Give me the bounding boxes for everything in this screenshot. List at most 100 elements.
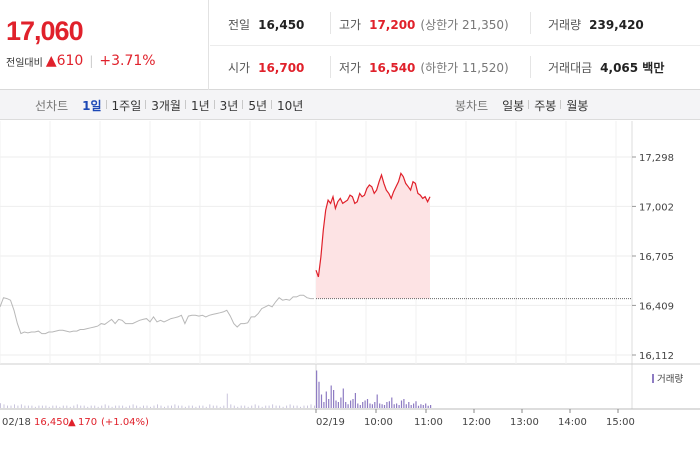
prev-day-pct: (+1.04%) [101, 417, 149, 428]
volume-legend-swatch [652, 374, 654, 383]
diff-percent: +3.71% [99, 53, 156, 69]
prev-volume-bar [104, 404, 106, 408]
prev-volume-bar [14, 404, 15, 408]
prev-volume-bar [212, 405, 214, 408]
volume-bar [408, 402, 410, 408]
prev-diff-label: 전일대비 [6, 57, 43, 69]
volume-bar [347, 404, 349, 408]
prev-volume-bar [191, 405, 193, 408]
prev-volume-bar [0, 403, 1, 408]
period-5y[interactable]: 5년 [242, 97, 272, 114]
volume-bar [393, 404, 395, 408]
period-1w[interactable]: 1주일 [105, 97, 147, 114]
current-price: 17,060 [6, 16, 84, 46]
prev-volume-bar [282, 406, 284, 408]
volume-bar [381, 404, 383, 408]
prev-volume-bar [307, 405, 308, 408]
x-label-prev-date: 02/18 [2, 417, 31, 428]
prev-volume-bar [136, 405, 138, 408]
price-change: 전일대비 ▲ 610 | +3.71% [6, 53, 156, 69]
volume-bar [405, 404, 407, 408]
volume-bar [425, 403, 427, 408]
prev-volume-bar [111, 406, 113, 408]
volume-bar [427, 405, 429, 408]
volume-bar [400, 400, 403, 408]
volume-bar [376, 394, 378, 408]
period-3y[interactable]: 3년 [213, 97, 244, 114]
prev-volume-bar [157, 404, 158, 408]
prev-volume-bar [216, 405, 218, 408]
prev-volume-bar [20, 404, 22, 408]
stat-prev-close: 전일 16,450 [228, 16, 304, 33]
candle-monthly[interactable]: 월봉 [560, 97, 593, 114]
prev-day-arrow: ▲ [68, 417, 76, 428]
prev-volume-bar [223, 405, 225, 408]
volume-bar [410, 405, 412, 408]
stat-low: 저가 16,540 (하한가 11,520) [339, 59, 509, 76]
volume-bar [366, 399, 369, 408]
prev-volume-bar [150, 406, 151, 408]
prev-volume-bar [286, 405, 288, 408]
prev-volume-bar [233, 405, 235, 408]
line-chart-label: 선차트 [35, 98, 69, 113]
prev-volume-bar [139, 406, 141, 408]
volume-bar [383, 405, 386, 408]
prev-volume-bar [254, 404, 256, 408]
prev-volume-bar [167, 405, 169, 408]
volume-bar [388, 401, 390, 408]
volume-bar [325, 391, 327, 408]
prev-volume-bar [38, 405, 40, 408]
x-tick-label: 10:00 [364, 417, 393, 428]
prev-day-change: 170 [78, 417, 97, 428]
prev-volume-bar [205, 406, 207, 408]
prev-volume-bar [101, 405, 103, 408]
period-1d[interactable]: 1일 [82, 98, 102, 113]
volume-bar [369, 403, 371, 408]
prev-volume-bar [115, 405, 117, 408]
stat-volume: 거래량 239,420 [548, 16, 644, 33]
volume-bar [350, 400, 352, 408]
volume-bar [362, 402, 364, 408]
prev-volume-bar [275, 405, 277, 408]
volume-bar [386, 402, 388, 408]
diff-separator: | [89, 54, 94, 68]
period-3m[interactable]: 3개월 [145, 97, 186, 114]
candle-daily[interactable]: 일봉 [502, 98, 525, 113]
period-1y[interactable]: 1년 [184, 97, 215, 114]
volume-bar [330, 385, 332, 408]
prev-volume-bar [303, 405, 305, 408]
stat-label: 거래대금 [548, 61, 593, 75]
prev-volume-bar [240, 405, 242, 408]
prev-volume-bar [66, 405, 68, 408]
prev-volume-bar [48, 406, 50, 408]
prev-volume-bar [261, 406, 263, 408]
stat-high: 고가 17,200 (상한가 21,350) [339, 16, 509, 33]
period-10y[interactable]: 10년 [271, 97, 308, 114]
volume-bar [345, 402, 347, 408]
y-tick-label: 17,298 [639, 153, 674, 164]
candle-weekly[interactable]: 주봉 [528, 97, 561, 114]
x-tick-label: 12:00 [462, 417, 491, 428]
volume-bar [374, 402, 376, 408]
volume-bar [316, 370, 318, 408]
prev-volume-bar [230, 404, 232, 408]
volume-bar [413, 403, 415, 408]
stat-label: 전일 [228, 18, 251, 32]
x-tick-label: 11:00 [414, 417, 443, 428]
prev-volume-bar [226, 393, 228, 408]
line-chart-periods: 선차트 1일 1주일 3개월 1년 3년 5년 10년 [35, 90, 308, 120]
volume-bar [352, 399, 354, 408]
volume-bar [396, 403, 398, 408]
prev-volume-bar [87, 406, 89, 408]
prev-volume-bar [59, 406, 61, 408]
upper-limit: (상한가 21,350) [420, 18, 509, 32]
volume-bar [371, 404, 373, 408]
prev-volume-bar [293, 405, 295, 408]
stat-open: 시가 16,700 [228, 59, 304, 76]
price-chart[interactable]: 17,298 17,002 16,705 16,409 16,112 02/18 16,4… [0, 121, 700, 450]
volume-bar [398, 405, 400, 408]
volume-bar [333, 390, 335, 408]
stat-label: 고가 [339, 18, 362, 32]
prev-volume-bar [181, 405, 183, 408]
prev-volume-bar [237, 406, 239, 408]
